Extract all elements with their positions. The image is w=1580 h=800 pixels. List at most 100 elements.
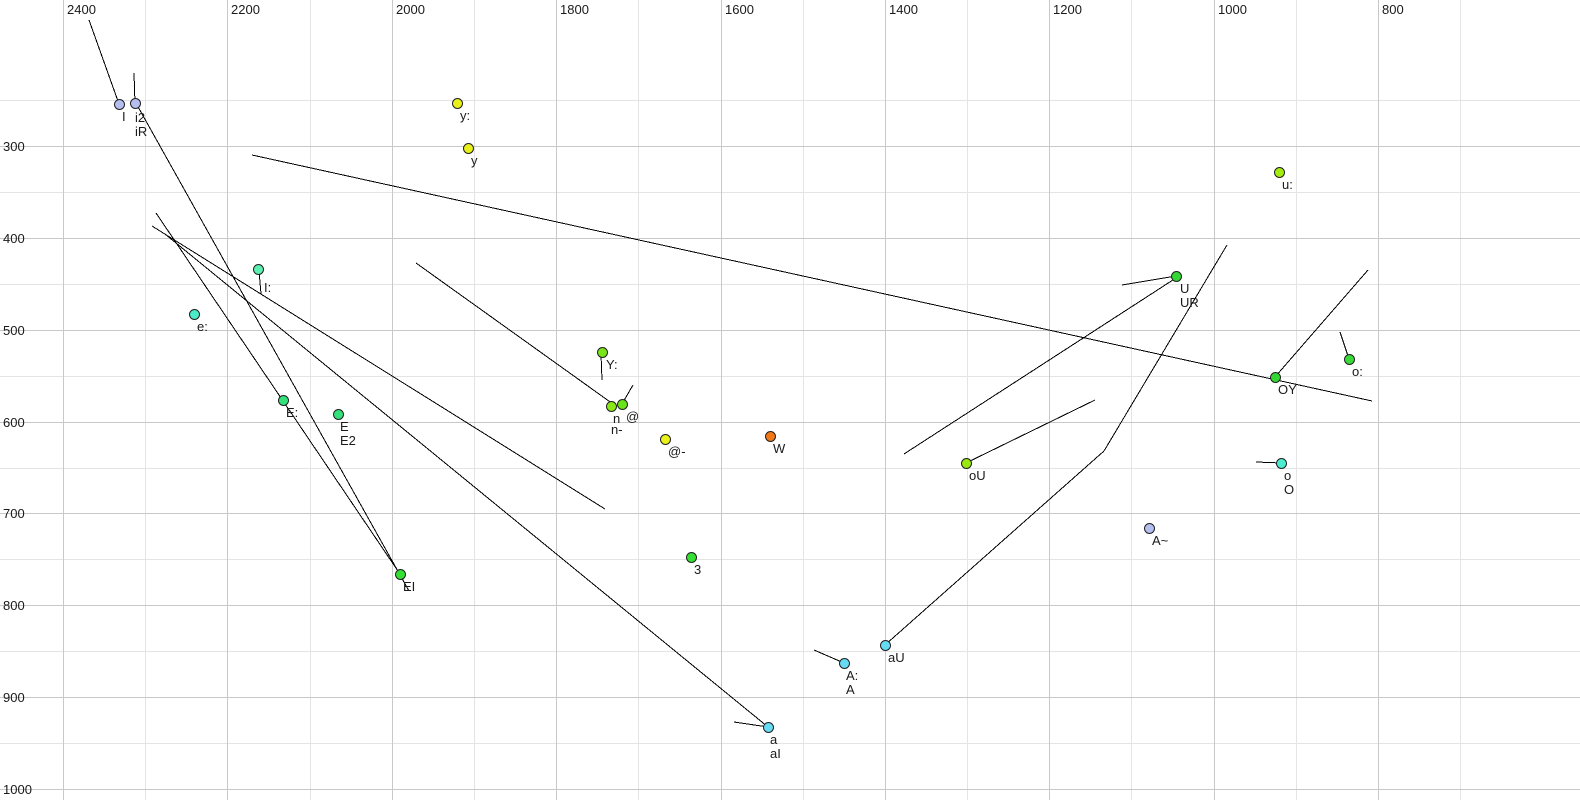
vowel-point-a-aI[interactable] [763, 722, 774, 733]
vowel-point-E-E2[interactable] [333, 409, 344, 420]
vowel-point-@[interactable] [617, 399, 628, 410]
vowel-point-o-O[interactable] [1276, 458, 1287, 469]
vowel-label-n: n [613, 412, 620, 426]
x-tick-label: 2400 [67, 2, 96, 17]
vowel-point-n[interactable] [606, 401, 617, 412]
vowel-label-line: O [1284, 481, 1295, 497]
y-tick-label: 400 [3, 231, 25, 246]
vowel-label-line: Y: [606, 357, 618, 372]
vowel-label-line: a [770, 732, 778, 747]
vowel-label-line: U [1180, 281, 1190, 296]
trajectory-line-U-long [903, 277, 1177, 455]
vowel-label-line: E [340, 419, 349, 434]
vowel-label-aU: aU [888, 651, 905, 665]
vowel-point-aU[interactable] [880, 640, 891, 651]
vowel-point-u:[interactable] [1274, 167, 1285, 178]
y-tick-label: 700 [3, 506, 25, 521]
trajectory-line-E:-fall [151, 225, 606, 510]
trajectory-line-aU-rise [884, 450, 1105, 646]
vowel-label-line: E2 [340, 432, 356, 448]
vowel-label-E-E2: E E2 [340, 420, 356, 447]
vowel-label-i2-iR: i2 iR [135, 111, 147, 138]
vowel-point-oU[interactable] [961, 458, 972, 469]
vowel-label-I: I [122, 110, 126, 124]
vowel-label-line: OY [1278, 382, 1297, 397]
vowel-label-o:: o: [1352, 365, 1363, 379]
x-tick-label: 1800 [560, 2, 589, 17]
vowel-point-I:[interactable] [253, 264, 264, 275]
vowel-label-line: u: [1282, 177, 1293, 192]
x-tick-label: 1200 [1053, 2, 1082, 17]
vowel-label-n-: n- [611, 423, 623, 437]
vowel-point-A:-A[interactable] [839, 658, 850, 669]
vowel-label-line: I [122, 109, 126, 124]
vowel-label-line: o [1284, 468, 1292, 483]
y-tick-label: 1000 [3, 782, 32, 797]
vowel-label-y:: y: [460, 109, 470, 123]
y-tick-label: 900 [3, 690, 25, 705]
vowel-label-line: aI [770, 745, 781, 761]
vowel-label-line: e: [197, 319, 208, 334]
x-tick-label: 1000 [1218, 2, 1247, 17]
x-tick-label: 1600 [725, 2, 754, 17]
y-tick-label: 600 [3, 415, 25, 430]
vowel-label-line: n- [611, 422, 623, 437]
trajectory-line-e:-fall [155, 212, 401, 575]
vowel-point-E:[interactable] [278, 395, 289, 406]
vowel-label-line: A~ [1152, 533, 1169, 548]
vowel-label-line: I: [264, 280, 272, 295]
x-tick-label: 2200 [231, 2, 260, 17]
trajectory-line-a-in [733, 721, 769, 728]
vowel-label-OY: OY [1278, 383, 1297, 397]
vowel-label-u:: u: [1282, 178, 1293, 192]
vowel-point-EI[interactable] [395, 569, 406, 580]
trajectory-line-upper-sweep [251, 154, 1373, 402]
vowel-point-@-[interactable] [660, 434, 671, 445]
vowel-label-line: iR [135, 123, 148, 139]
vowel-point-i2-iR[interactable] [130, 98, 141, 109]
vowel-label-line: A [846, 681, 855, 697]
vowel-point-e:[interactable] [189, 309, 200, 320]
vowel-label-oU: oU [969, 469, 986, 483]
vowel-point-o:[interactable] [1344, 354, 1355, 365]
vowel-label-line: UR [1180, 294, 1199, 310]
vowel-point-I[interactable] [114, 99, 125, 110]
vowel-label-line: oU [969, 468, 986, 483]
vowel-point-W[interactable] [765, 431, 776, 442]
vowel-point-y:[interactable] [452, 98, 463, 109]
y-tick-label: 300 [3, 139, 25, 154]
vowel-label-line: 3 [694, 562, 702, 577]
vowel-label-e:: e: [197, 320, 208, 334]
vowel-label-@: @ [626, 410, 639, 424]
vowel-label-line: @- [668, 444, 686, 459]
vowel-label-line: o: [1352, 364, 1363, 379]
vowel-label-line: i2 [135, 110, 146, 125]
trajectory-lines [88, 19, 1373, 728]
vowel-label-line: n [613, 411, 621, 426]
vowel-point-OY[interactable] [1270, 372, 1281, 383]
vowel-point-U-UR[interactable] [1171, 271, 1182, 282]
vowel-label-A~: A~ [1152, 534, 1168, 548]
vowel-label-A:-A: A: A [846, 669, 858, 696]
vowel-label-@-: @- [668, 445, 686, 459]
trajectory-line-U-down [1103, 244, 1228, 452]
trajectory-line-OY-in [1274, 269, 1369, 378]
vowel-label-line: E: [286, 405, 299, 420]
vowel-label-3: 3 [694, 563, 701, 577]
vowel-point-3[interactable] [686, 552, 697, 563]
x-tick-label: 1400 [889, 2, 918, 17]
vowel-label-line: W [773, 441, 786, 456]
y-tick-label: 800 [3, 598, 25, 613]
vowel-point-A~[interactable] [1144, 523, 1155, 534]
vowel-point-y[interactable] [463, 143, 474, 154]
trajectory-line-oU-in [965, 399, 1096, 464]
vowel-point-Y:[interactable] [597, 347, 608, 358]
vowel-label-line: y: [460, 108, 471, 123]
vowel-label-U-UR: U UR [1180, 282, 1199, 309]
vowel-label-y: y [471, 154, 478, 168]
x-tick-label: 2000 [396, 2, 425, 17]
